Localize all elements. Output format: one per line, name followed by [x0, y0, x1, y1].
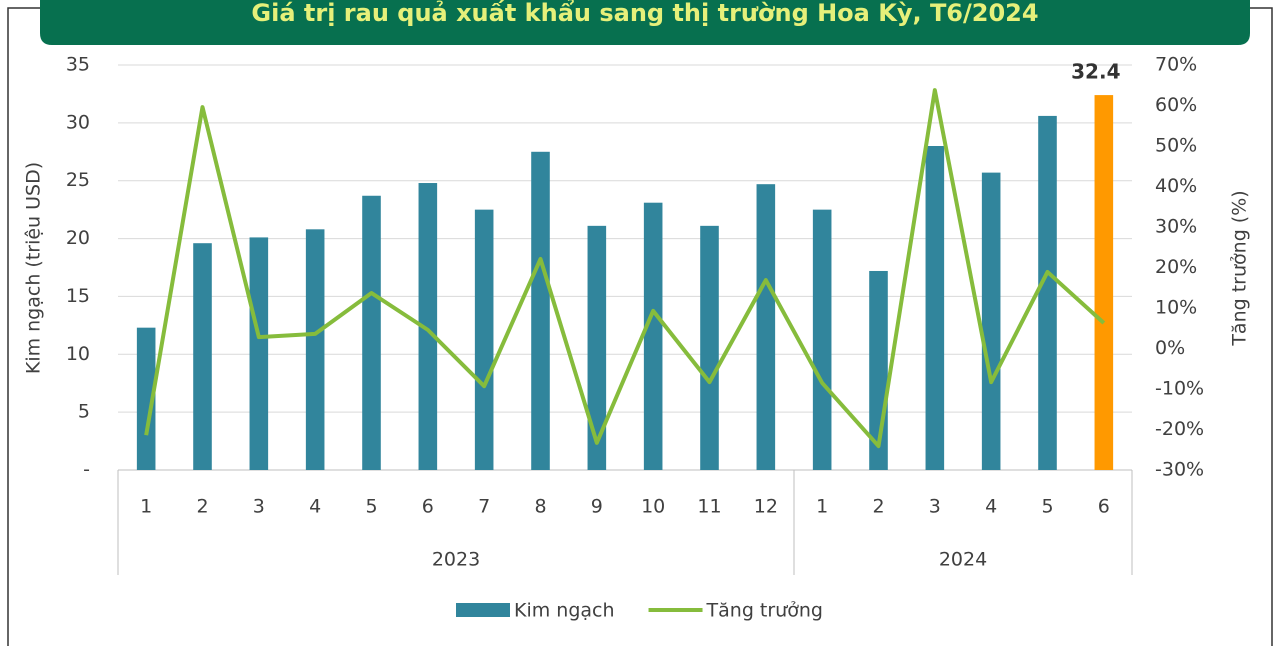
y2-tick-label: 40%: [1155, 175, 1197, 197]
bar: [249, 237, 269, 470]
x-tick-label: 5: [365, 496, 377, 518]
y-tick-label: 30: [66, 111, 90, 133]
bar: [981, 172, 1001, 470]
y-tick-label: 15: [66, 285, 90, 307]
bar: [1094, 95, 1114, 470]
x-tick-label: 9: [591, 496, 603, 518]
x-tick-label: 6: [1098, 496, 1110, 518]
y2-tick-label: -20%: [1155, 418, 1204, 440]
bar: [756, 184, 776, 470]
x-tick-label: 8: [534, 496, 546, 518]
bar: [587, 225, 607, 470]
x-tick-label: 10: [641, 496, 665, 518]
y2-tick-label: -30%: [1155, 459, 1204, 481]
x-tick-label: 1: [140, 496, 152, 518]
y2-tick-label: 70%: [1155, 54, 1197, 76]
x-group-label: 2023: [432, 549, 480, 571]
x-tick-label: 7: [478, 496, 490, 518]
y-tick-label: 10: [66, 343, 90, 365]
y-tick-label: -: [83, 459, 90, 481]
data-label: 32.4: [1071, 60, 1120, 84]
bar: [812, 209, 832, 470]
bar: [925, 146, 945, 470]
y-tick-label: 20: [66, 227, 90, 249]
x-tick-label: 4: [309, 496, 321, 518]
bar: [193, 243, 212, 470]
title-banner: [40, 0, 1250, 45]
bar: [362, 195, 381, 470]
x-tick-label: 12: [754, 496, 778, 518]
x-tick-label: 3: [929, 496, 941, 518]
x-tick-label: 2: [196, 496, 208, 518]
legend-swatch: [456, 603, 510, 617]
y2-tick-label: 30%: [1155, 216, 1197, 238]
bar: [700, 225, 719, 470]
y2-tick-label: 20%: [1155, 256, 1197, 278]
x-tick-label: 4: [985, 496, 997, 518]
y2-tick-label: 10%: [1155, 297, 1197, 319]
y-axis-title: Kim ngạch (triệu USD): [23, 162, 45, 374]
bar: [418, 183, 438, 470]
x-group-label: 2024: [939, 549, 987, 571]
y-tick-label: 35: [66, 54, 90, 76]
bar: [305, 229, 325, 470]
x-tick-label: 1: [816, 496, 828, 518]
frame: [7, 7, 1273, 646]
y-tick-label: 25: [66, 169, 90, 191]
x-tick-label: 6: [422, 496, 434, 518]
chart-title: Giá trị rau quả xuất khẩu sang thị trườn…: [251, 0, 1038, 27]
y2-tick-label: 60%: [1155, 94, 1197, 116]
x-tick-label: 11: [697, 496, 721, 518]
y2-tick-label: 50%: [1155, 135, 1197, 157]
y2-tick-label: 0%: [1155, 337, 1185, 359]
bar: [531, 151, 550, 471]
bar: [643, 202, 663, 470]
legend-label: Tăng trưởng: [706, 600, 823, 622]
x-tick-label: 3: [253, 496, 265, 518]
y2-tick-label: -10%: [1155, 378, 1204, 400]
y-tick-label: 5: [78, 401, 90, 423]
y2-axis-title: Tăng trưởng (%): [1229, 190, 1251, 346]
x-tick-label: 2: [872, 496, 884, 518]
x-tick-label: 5: [1041, 496, 1053, 518]
bar: [136, 327, 156, 470]
line-series: [144, 88, 1106, 449]
bar: [1038, 115, 1057, 471]
bar: [474, 209, 494, 470]
legend-label: Kim ngạch: [514, 600, 615, 622]
